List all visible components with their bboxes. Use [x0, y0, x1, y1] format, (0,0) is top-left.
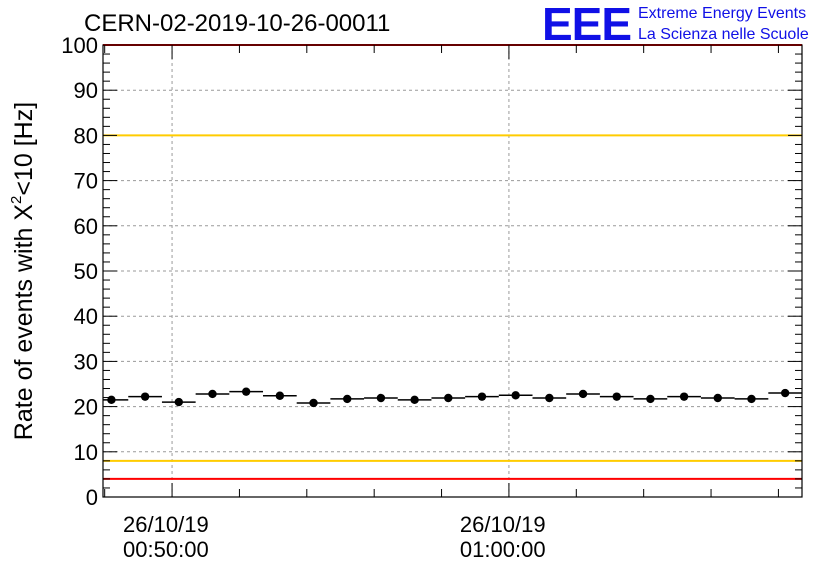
data-point — [208, 389, 217, 399]
y-tick-labels: 0 10 20 30 40 50 60 70 80 90 100 — [61, 33, 98, 510]
data-point — [646, 394, 655, 404]
y-tick-label-50: 50 — [74, 259, 98, 284]
data-point — [747, 394, 756, 404]
data-series — [103, 387, 802, 408]
y-tick-label-40: 40 — [74, 304, 98, 329]
x-tick-label-time: 00:50:00 — [123, 537, 209, 562]
grid-lines — [103, 45, 802, 497]
y-axis-title-tail: <10 [Hz] — [10, 102, 38, 196]
data-point — [511, 391, 520, 400]
data-point — [578, 389, 588, 399]
y-tick-label-0: 0 — [86, 485, 98, 510]
data-point — [679, 392, 689, 401]
y-tick-label-30: 30 — [74, 349, 98, 374]
eee-logo-mark: EEE — [542, 0, 632, 50]
axis-ticks — [103, 44, 802, 498]
run-title: CERN-02-2019-10-26-00011 — [84, 10, 391, 37]
data-point — [713, 393, 722, 403]
eee-logo: EEE Extreme Energy Events La Scienza nel… — [542, 0, 832, 50]
data-point — [410, 395, 419, 405]
logo-line-la-scienza: La Scienza nelle Scuole — [638, 26, 809, 43]
data-point — [174, 397, 183, 407]
y-tick-label-60: 60 — [74, 214, 98, 239]
data-point — [309, 398, 318, 408]
y-tick-label-20: 20 — [74, 395, 98, 420]
data-point — [140, 392, 150, 401]
data-point — [444, 393, 453, 403]
data-point — [612, 392, 621, 401]
y-tick-label-10: 10 — [74, 440, 98, 465]
y-tick-label-100: 100 — [61, 33, 98, 58]
logo-line-extreme-energy-events: Extreme Energy Events — [638, 5, 807, 22]
reference-lines — [103, 44, 802, 480]
y-axis-title-main: Rate of events with X — [10, 204, 38, 441]
x-tick-label-date: 26/10/19 — [460, 512, 546, 537]
data-point — [376, 393, 386, 403]
data-point — [477, 392, 487, 401]
data-point — [780, 388, 790, 398]
y-tick-label-90: 90 — [74, 78, 98, 103]
y-axis-title: Rate of events with X2<10 [Hz] — [8, 102, 38, 440]
data-point — [241, 387, 251, 396]
data-point — [343, 394, 352, 404]
data-point — [275, 391, 285, 400]
x-tick-label-date: 26/10/19 — [123, 512, 209, 537]
y-tick-label-80: 80 — [74, 123, 98, 148]
data-point — [545, 393, 554, 403]
y-tick-label-70: 70 — [74, 169, 98, 194]
data-point — [107, 395, 116, 405]
y-axis-title-sup: 2 — [8, 196, 25, 204]
x-tick-label-time: 01:00:00 — [460, 537, 546, 562]
